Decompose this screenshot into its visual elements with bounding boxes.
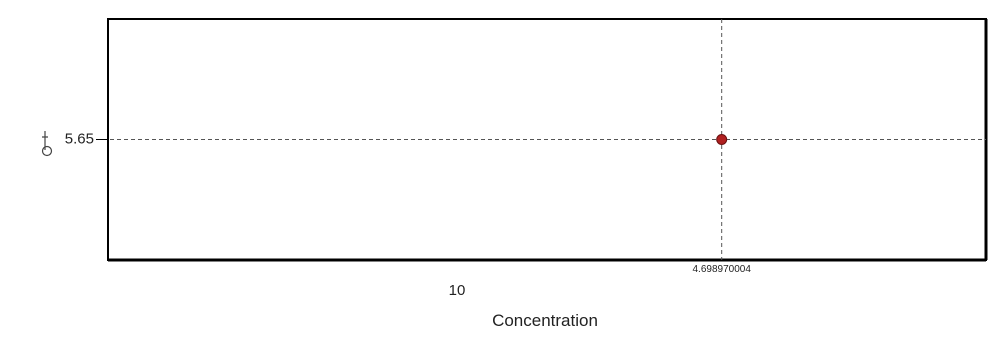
point-x-value-label: 4.698970004	[692, 264, 751, 275]
data-points	[716, 134, 728, 145]
x-tick-label: 10	[449, 282, 466, 299]
mouse-cursor-icon	[41, 131, 53, 157]
data-point	[716, 134, 728, 145]
y-tick-label: 5.65	[65, 130, 94, 147]
x-axis-title: Concentration	[492, 311, 598, 330]
